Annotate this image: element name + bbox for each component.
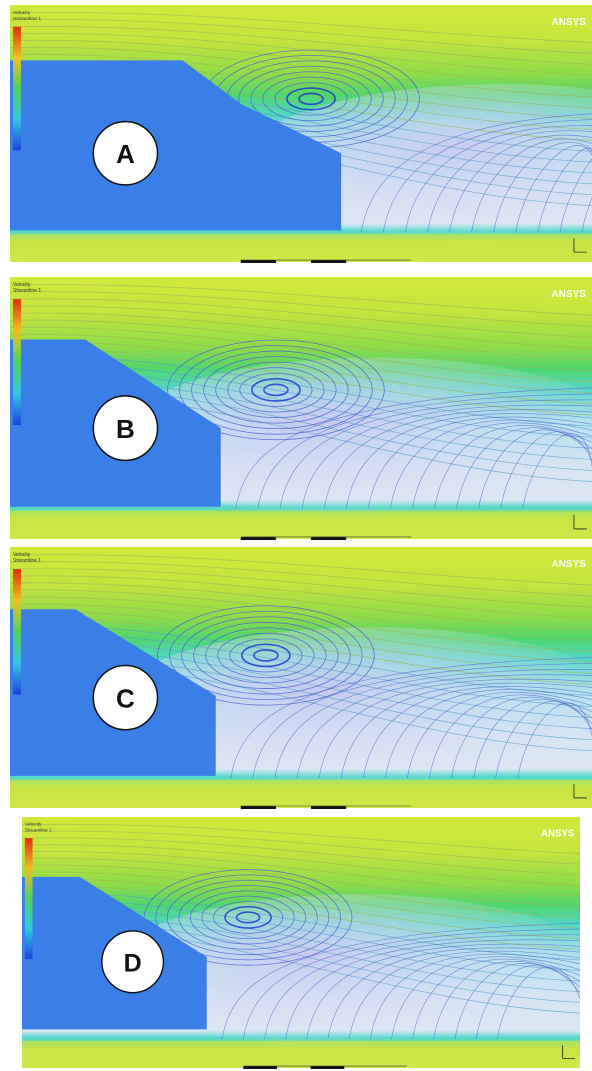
logo: ANSYS [551,289,586,300]
scale-bar [241,260,276,263]
scale-bar [241,537,276,540]
legend-title: Velocity [13,10,31,16]
panel-label: B [116,414,135,444]
scale-bar [311,537,346,540]
scale-bar [311,806,346,809]
scale-bar [311,260,346,263]
color-bar [13,299,21,425]
figure: VelocityStreamline 1ANSYSAVelocityStream… [0,0,592,1071]
bottom-band [10,511,592,539]
legend-subtitle: Streamline 1 [25,827,52,833]
legend-title: Velocity [25,822,42,828]
color-bar [25,838,33,959]
logo: ANSYS [551,559,586,570]
legend-subtitle: Streamline 1 [13,16,41,22]
logo: ANSYS [541,828,575,839]
color-bar [13,27,21,151]
panel-label: A [116,141,135,169]
panel-label: C [116,684,135,714]
legend-subtitle: Streamline 1 [13,288,41,294]
bottom-band [22,1041,580,1068]
scale-bar [243,1066,277,1069]
bottom-band [10,780,592,808]
panel-label: D [124,949,142,977]
color-bar [13,569,21,694]
legend-subtitle: Streamline 1 [13,558,41,564]
bottom-band [10,234,592,262]
scale-bar [241,806,276,809]
scale-bar [311,1066,345,1069]
logo: ANSYS [551,17,586,28]
